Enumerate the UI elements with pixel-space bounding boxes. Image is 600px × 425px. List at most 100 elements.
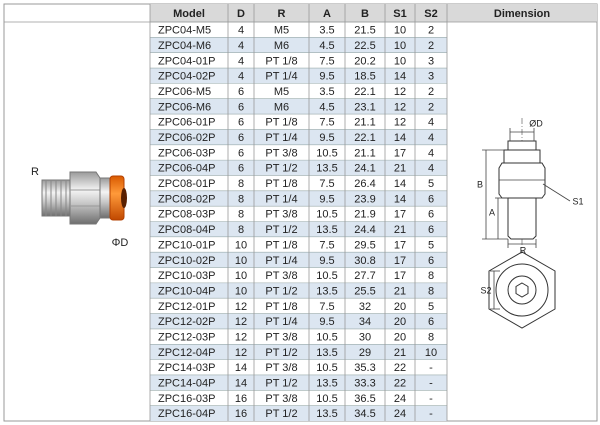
table-cell: 6 bbox=[428, 209, 434, 221]
table-cell: 7.5 bbox=[319, 117, 334, 129]
row-shade bbox=[150, 68, 447, 84]
table-cell: 10.5 bbox=[316, 362, 337, 374]
table-cell: 13.5 bbox=[316, 378, 337, 390]
table-cell: M6 bbox=[274, 101, 289, 113]
table-cell: 4 bbox=[238, 25, 244, 37]
table-cell: 8 bbox=[238, 224, 244, 236]
table-cell: 5 bbox=[428, 301, 434, 313]
table-cell: 10.5 bbox=[316, 393, 337, 405]
table-cell: 23.1 bbox=[354, 101, 375, 113]
table-cell: 22 bbox=[394, 362, 406, 374]
table-cell: ZPC08-03P bbox=[158, 209, 215, 221]
table-cell: 10.5 bbox=[316, 209, 337, 221]
table-cell: PT 1/4 bbox=[265, 255, 297, 267]
table-cell: PT 3/8 bbox=[265, 393, 297, 405]
table-cell: 34 bbox=[359, 316, 371, 328]
table-cell: ZPC10-04P bbox=[158, 285, 215, 297]
header-cell: R bbox=[278, 8, 286, 20]
table-cell: 7.5 bbox=[319, 239, 334, 251]
dimension-label: ØD bbox=[529, 118, 543, 128]
table-cell: 8 bbox=[428, 332, 434, 344]
table-cell: PT 1/4 bbox=[265, 316, 297, 328]
table-cell: 3.5 bbox=[319, 25, 334, 37]
row-shade bbox=[150, 344, 447, 360]
table-cell: 32 bbox=[359, 301, 371, 313]
table-cell: M5 bbox=[274, 25, 289, 37]
row-shade bbox=[150, 313, 447, 329]
table-cell: 4 bbox=[238, 55, 244, 67]
table-cell: ZPC06-04P bbox=[158, 163, 215, 175]
table-cell: PT 3/8 bbox=[265, 362, 297, 374]
table-cell: PT 1/2 bbox=[265, 408, 297, 420]
table-cell: 20.2 bbox=[354, 55, 375, 67]
table-cell: PT 3/8 bbox=[265, 147, 297, 159]
table-cell: 9.5 bbox=[319, 132, 334, 144]
table-cell: 4 bbox=[428, 147, 434, 159]
table-cell: 6 bbox=[238, 163, 244, 175]
table-cell: PT 1/8 bbox=[265, 178, 297, 190]
table-cell: ZPC08-04P bbox=[158, 224, 215, 236]
table-cell: 8 bbox=[238, 209, 244, 221]
table-cell: ZPC10-01P bbox=[158, 239, 215, 251]
header-cell: Dimension bbox=[494, 8, 551, 20]
table-cell: 6 bbox=[428, 255, 434, 267]
table-cell: 2 bbox=[428, 101, 434, 113]
table-cell: 18.5 bbox=[354, 71, 375, 83]
table-cell: 33.3 bbox=[354, 378, 375, 390]
table-cell: 14 bbox=[394, 71, 406, 83]
table-cell: 10 bbox=[394, 55, 406, 67]
table-cell: 16 bbox=[235, 408, 247, 420]
row-shade bbox=[150, 129, 447, 145]
table-cell: 17 bbox=[394, 270, 406, 282]
product-label: ΦD bbox=[112, 237, 129, 249]
table-cell: ZPC04-01P bbox=[158, 55, 215, 67]
table-cell: 14 bbox=[235, 378, 247, 390]
table-cell: 13.5 bbox=[316, 224, 337, 236]
table-cell: PT 1/8 bbox=[265, 239, 297, 251]
table-cell: PT 1/2 bbox=[265, 285, 297, 297]
table-cell: 10.5 bbox=[316, 332, 337, 344]
table-cell: 21 bbox=[394, 163, 406, 175]
table-cell: 14 bbox=[394, 132, 406, 144]
table-cell: M6 bbox=[274, 40, 289, 52]
table-cell: 4.5 bbox=[319, 40, 334, 52]
dimension-label: A bbox=[489, 207, 495, 217]
table-cell: - bbox=[429, 362, 433, 374]
table-cell: 10 bbox=[235, 285, 247, 297]
table-cell: 24 bbox=[394, 393, 406, 405]
table-cell: 10 bbox=[235, 255, 247, 267]
product-label: R bbox=[31, 166, 39, 178]
table-cell: 16 bbox=[235, 393, 247, 405]
table-cell: PT 1/8 bbox=[265, 117, 297, 129]
table-cell: 3.5 bbox=[319, 86, 334, 98]
table-cell: 9.5 bbox=[319, 316, 334, 328]
table-cell: 20 bbox=[394, 332, 406, 344]
table-cell: 9.5 bbox=[319, 255, 334, 267]
table-cell: 22.5 bbox=[354, 40, 375, 52]
table-cell: 22.1 bbox=[354, 132, 375, 144]
table-cell: ZPC08-01P bbox=[158, 178, 215, 190]
table-cell: 5 bbox=[428, 239, 434, 251]
table-cell: 14 bbox=[235, 362, 247, 374]
row-shade bbox=[150, 190, 447, 207]
table-cell: 6 bbox=[238, 117, 244, 129]
header-cell: Model bbox=[173, 8, 205, 20]
table-cell: ZPC06-01P bbox=[158, 117, 215, 129]
table-cell: ZPC16-03P bbox=[158, 393, 215, 405]
table-cell: 17 bbox=[394, 209, 406, 221]
table-cell: 5 bbox=[428, 178, 434, 190]
table-cell: 17 bbox=[394, 147, 406, 159]
table-cell: 7.5 bbox=[319, 178, 334, 190]
table-cell: 2 bbox=[428, 25, 434, 37]
table-cell: 12 bbox=[394, 86, 406, 98]
table-cell: 12 bbox=[394, 101, 406, 113]
table-cell: 12 bbox=[235, 301, 247, 313]
table-cell: 21 bbox=[394, 347, 406, 359]
table-cell: 6 bbox=[238, 147, 244, 159]
table-cell: 21.5 bbox=[354, 25, 375, 37]
table-cell: 35.3 bbox=[354, 362, 375, 374]
table-cell: 4 bbox=[428, 163, 434, 175]
table-cell: 17 bbox=[394, 239, 406, 251]
row-shade bbox=[150, 221, 447, 237]
